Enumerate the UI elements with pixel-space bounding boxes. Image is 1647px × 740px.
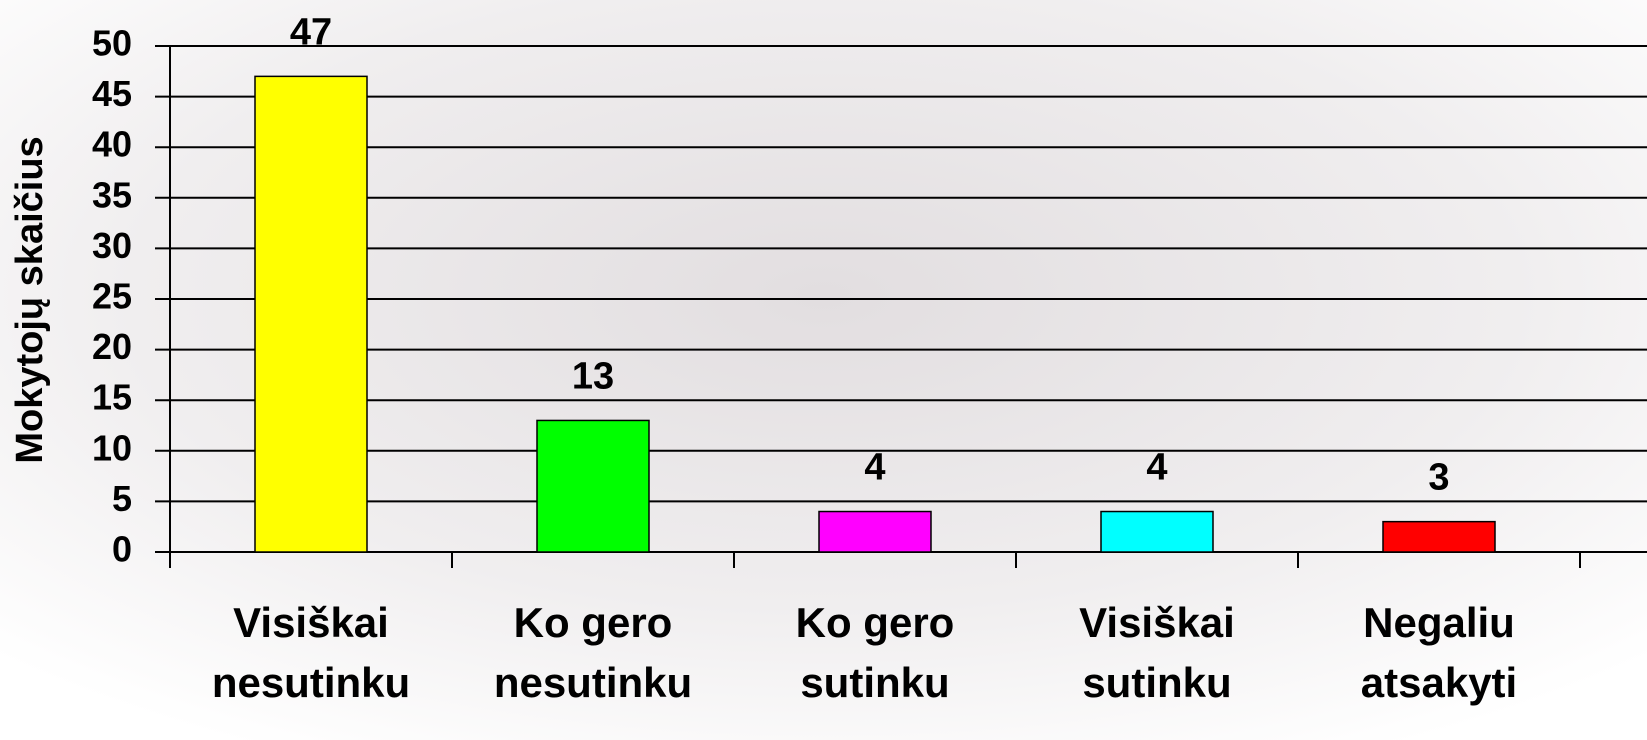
bar (536, 419, 650, 553)
x-tick-label: nesutinku (494, 659, 692, 706)
bar (254, 75, 368, 553)
value-label: 4 (864, 447, 885, 489)
bar (818, 510, 932, 553)
x-tick-label: nesutinku (212, 659, 410, 706)
x-tick-label: Negaliu (1363, 599, 1515, 646)
x-tick-label: atsakyti (1361, 659, 1517, 706)
y-tick-label: 50 (92, 23, 132, 64)
value-label: 47 (290, 11, 332, 53)
y-tick-label: 20 (92, 326, 132, 367)
x-tick-label: Ko gero (514, 599, 673, 646)
x-tick-label: Visiškai (1079, 599, 1235, 646)
y-tick-label: 5 (112, 478, 132, 519)
value-label: 3 (1428, 457, 1449, 499)
y-tick-label: 45 (92, 73, 132, 114)
x-tick-label: sutinku (1082, 659, 1231, 706)
y-axis-title: Mokytojų skaičius (9, 136, 51, 463)
x-tick-label: Visiškai (233, 599, 389, 646)
bar (1382, 520, 1496, 553)
x-tick-label: sutinku (800, 659, 949, 706)
y-tick-label: 15 (92, 377, 132, 418)
y-tick-label: 30 (92, 225, 132, 266)
bar (1100, 510, 1214, 553)
y-tick-label: 40 (92, 124, 132, 165)
value-label: 4 (1146, 447, 1167, 489)
y-tick-label: 35 (92, 174, 132, 215)
y-tick-label: 25 (92, 276, 132, 317)
y-tick-label: 0 (112, 529, 132, 570)
value-label: 13 (572, 355, 614, 397)
y-tick-label: 10 (92, 427, 132, 468)
x-tick-label: Ko gero (796, 599, 955, 646)
